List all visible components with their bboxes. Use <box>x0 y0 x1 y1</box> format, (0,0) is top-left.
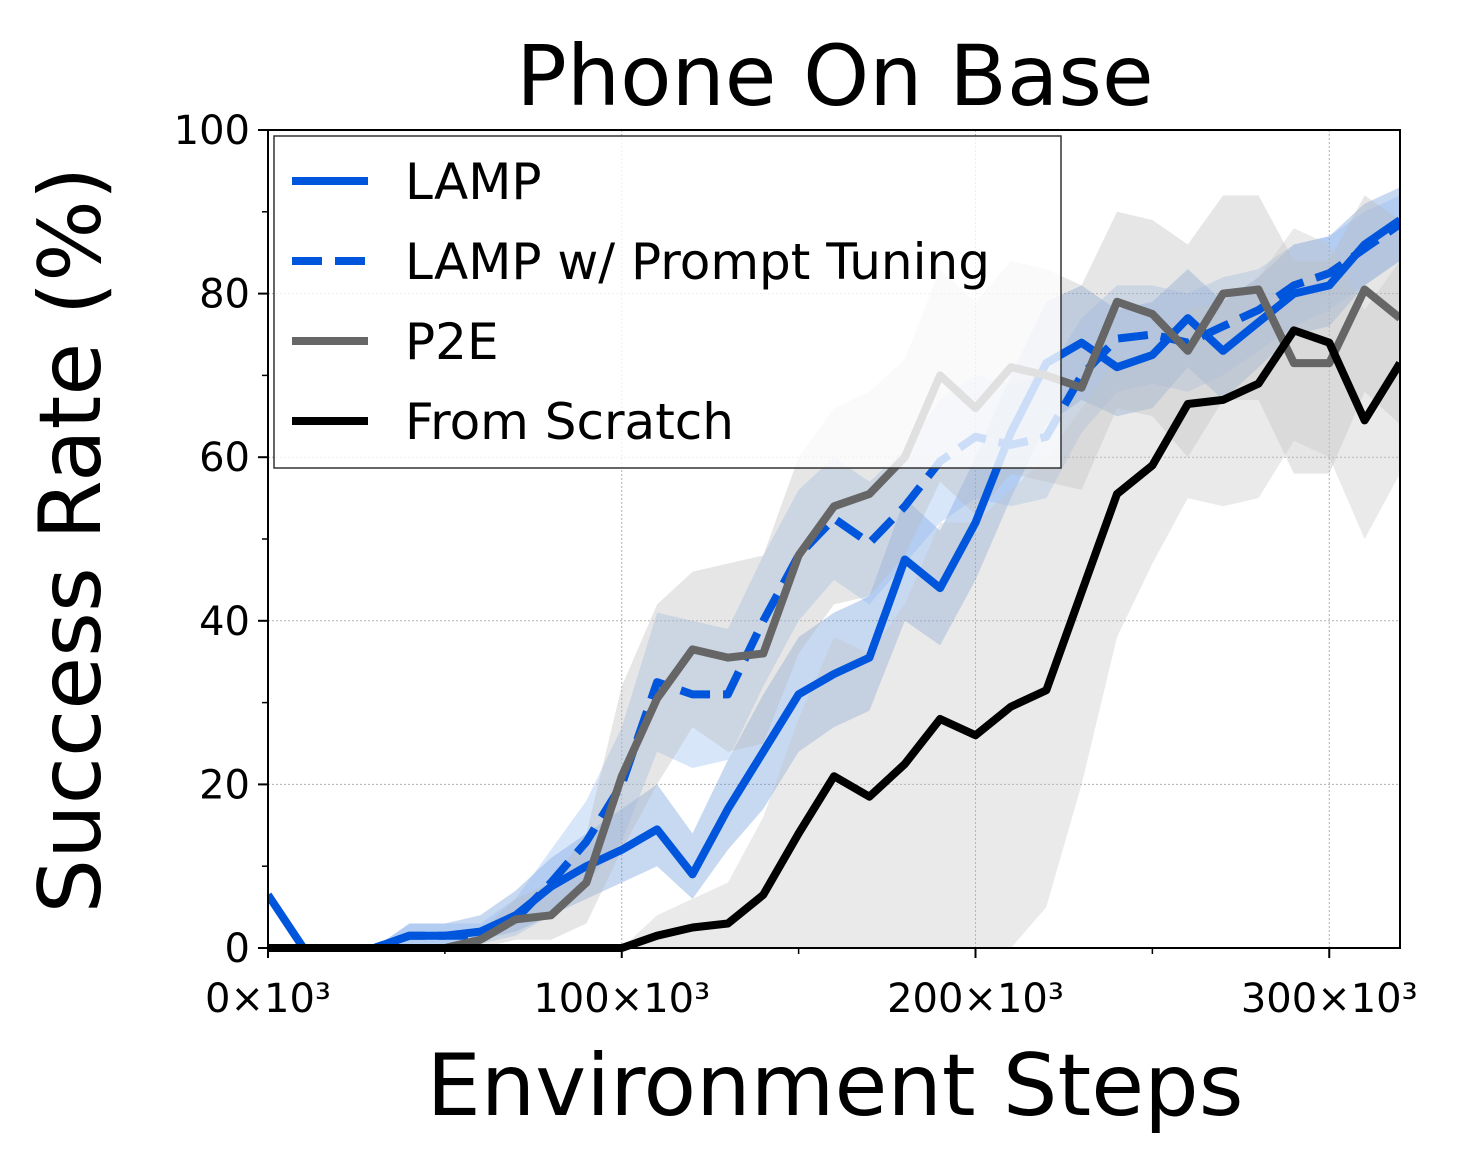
y-axis-label: Success Rate (%) <box>21 167 121 914</box>
x-tick-label: 100×10³ <box>533 976 710 1022</box>
x-axis-label: Environment Steps <box>426 1036 1243 1136</box>
y-tick-label: 80 <box>199 272 250 318</box>
series-lines <box>268 216 1400 952</box>
x-tick-label: 0×10³ <box>205 976 331 1022</box>
legend-box <box>273 135 1062 469</box>
legend: LAMP LAMP w/ Prompt Tuning P2E From Scratch <box>273 135 1062 469</box>
y-tick-label: 40 <box>199 599 250 645</box>
confidence-band <box>268 228 1400 948</box>
series-line <box>268 220 1400 952</box>
legend-label: LAMP w/ Prompt Tuning <box>405 233 990 291</box>
y-tick-label: 60 <box>199 435 250 481</box>
confidence-band <box>268 187 1400 949</box>
y-tick-label: 100 <box>174 108 250 154</box>
legend-label: From Scratch <box>405 393 734 451</box>
legend-label: P2E <box>405 313 499 371</box>
x-tick-label: 200×10³ <box>887 976 1064 1022</box>
confidence-bands <box>268 187 1400 949</box>
axis-ticks: 0 20 40 60 80 100 0×10³ 100×10³ 200×10³ 300×10³ <box>174 108 1418 1022</box>
chart-title: Phone On Base <box>516 27 1154 125</box>
y-tick-label: 0 <box>225 926 250 972</box>
legend-label: LAMP <box>405 153 542 211</box>
y-tick-label: 20 <box>199 762 250 808</box>
confidence-band <box>268 195 1400 948</box>
confidence-band <box>268 195 1400 948</box>
x-tick-label: 300×10³ <box>1241 976 1418 1022</box>
